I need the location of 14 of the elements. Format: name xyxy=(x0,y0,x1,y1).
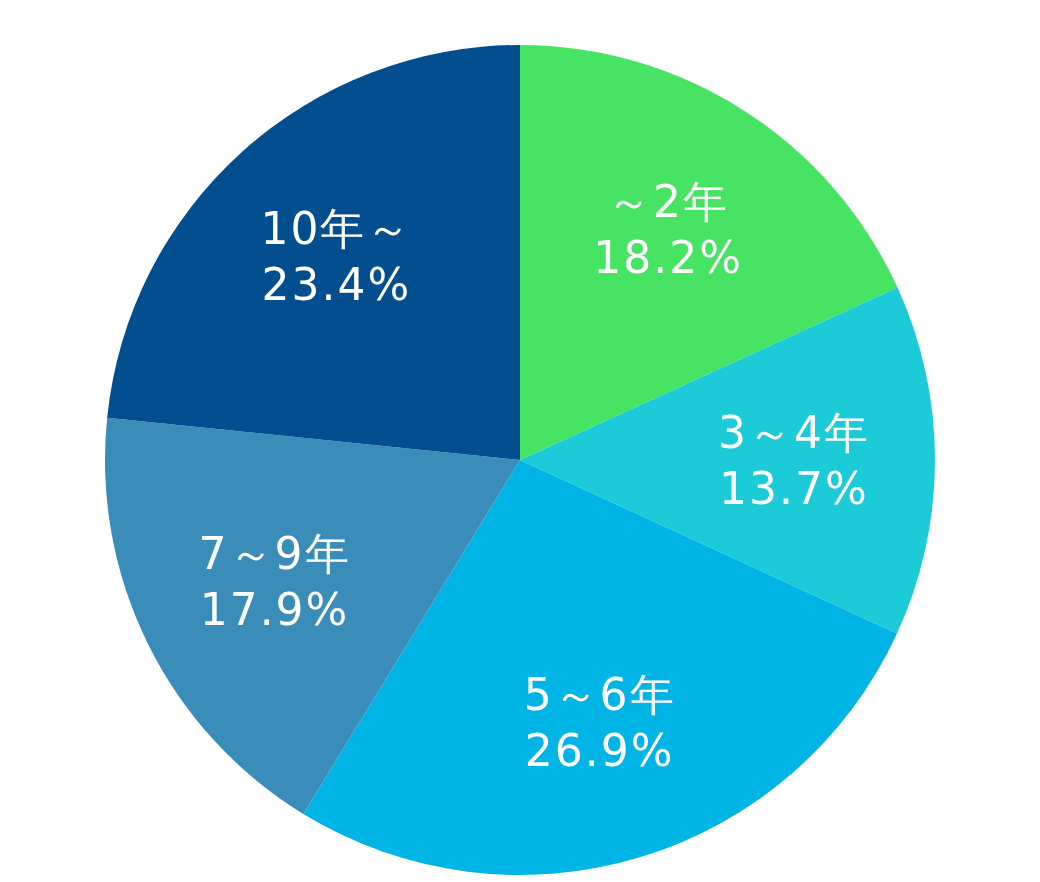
pie-slice xyxy=(107,45,520,460)
pie-slice xyxy=(520,45,898,460)
pie-slice xyxy=(105,417,520,814)
slice-label: ～2年 xyxy=(607,176,730,228)
data-label: 17.9% xyxy=(199,584,350,636)
slice-label: 3～4年 xyxy=(717,406,870,458)
data-label: 13.7% xyxy=(719,462,869,514)
pie-slice xyxy=(520,287,935,634)
data-label: 23.4% xyxy=(261,259,412,311)
data-label: 18.2% xyxy=(593,232,743,284)
slice-label: 7～9年 xyxy=(198,528,351,580)
data-label: 26.9% xyxy=(524,724,675,776)
slice-label: 5～6年 xyxy=(523,668,676,720)
slice-label: 10年～ xyxy=(260,203,413,255)
